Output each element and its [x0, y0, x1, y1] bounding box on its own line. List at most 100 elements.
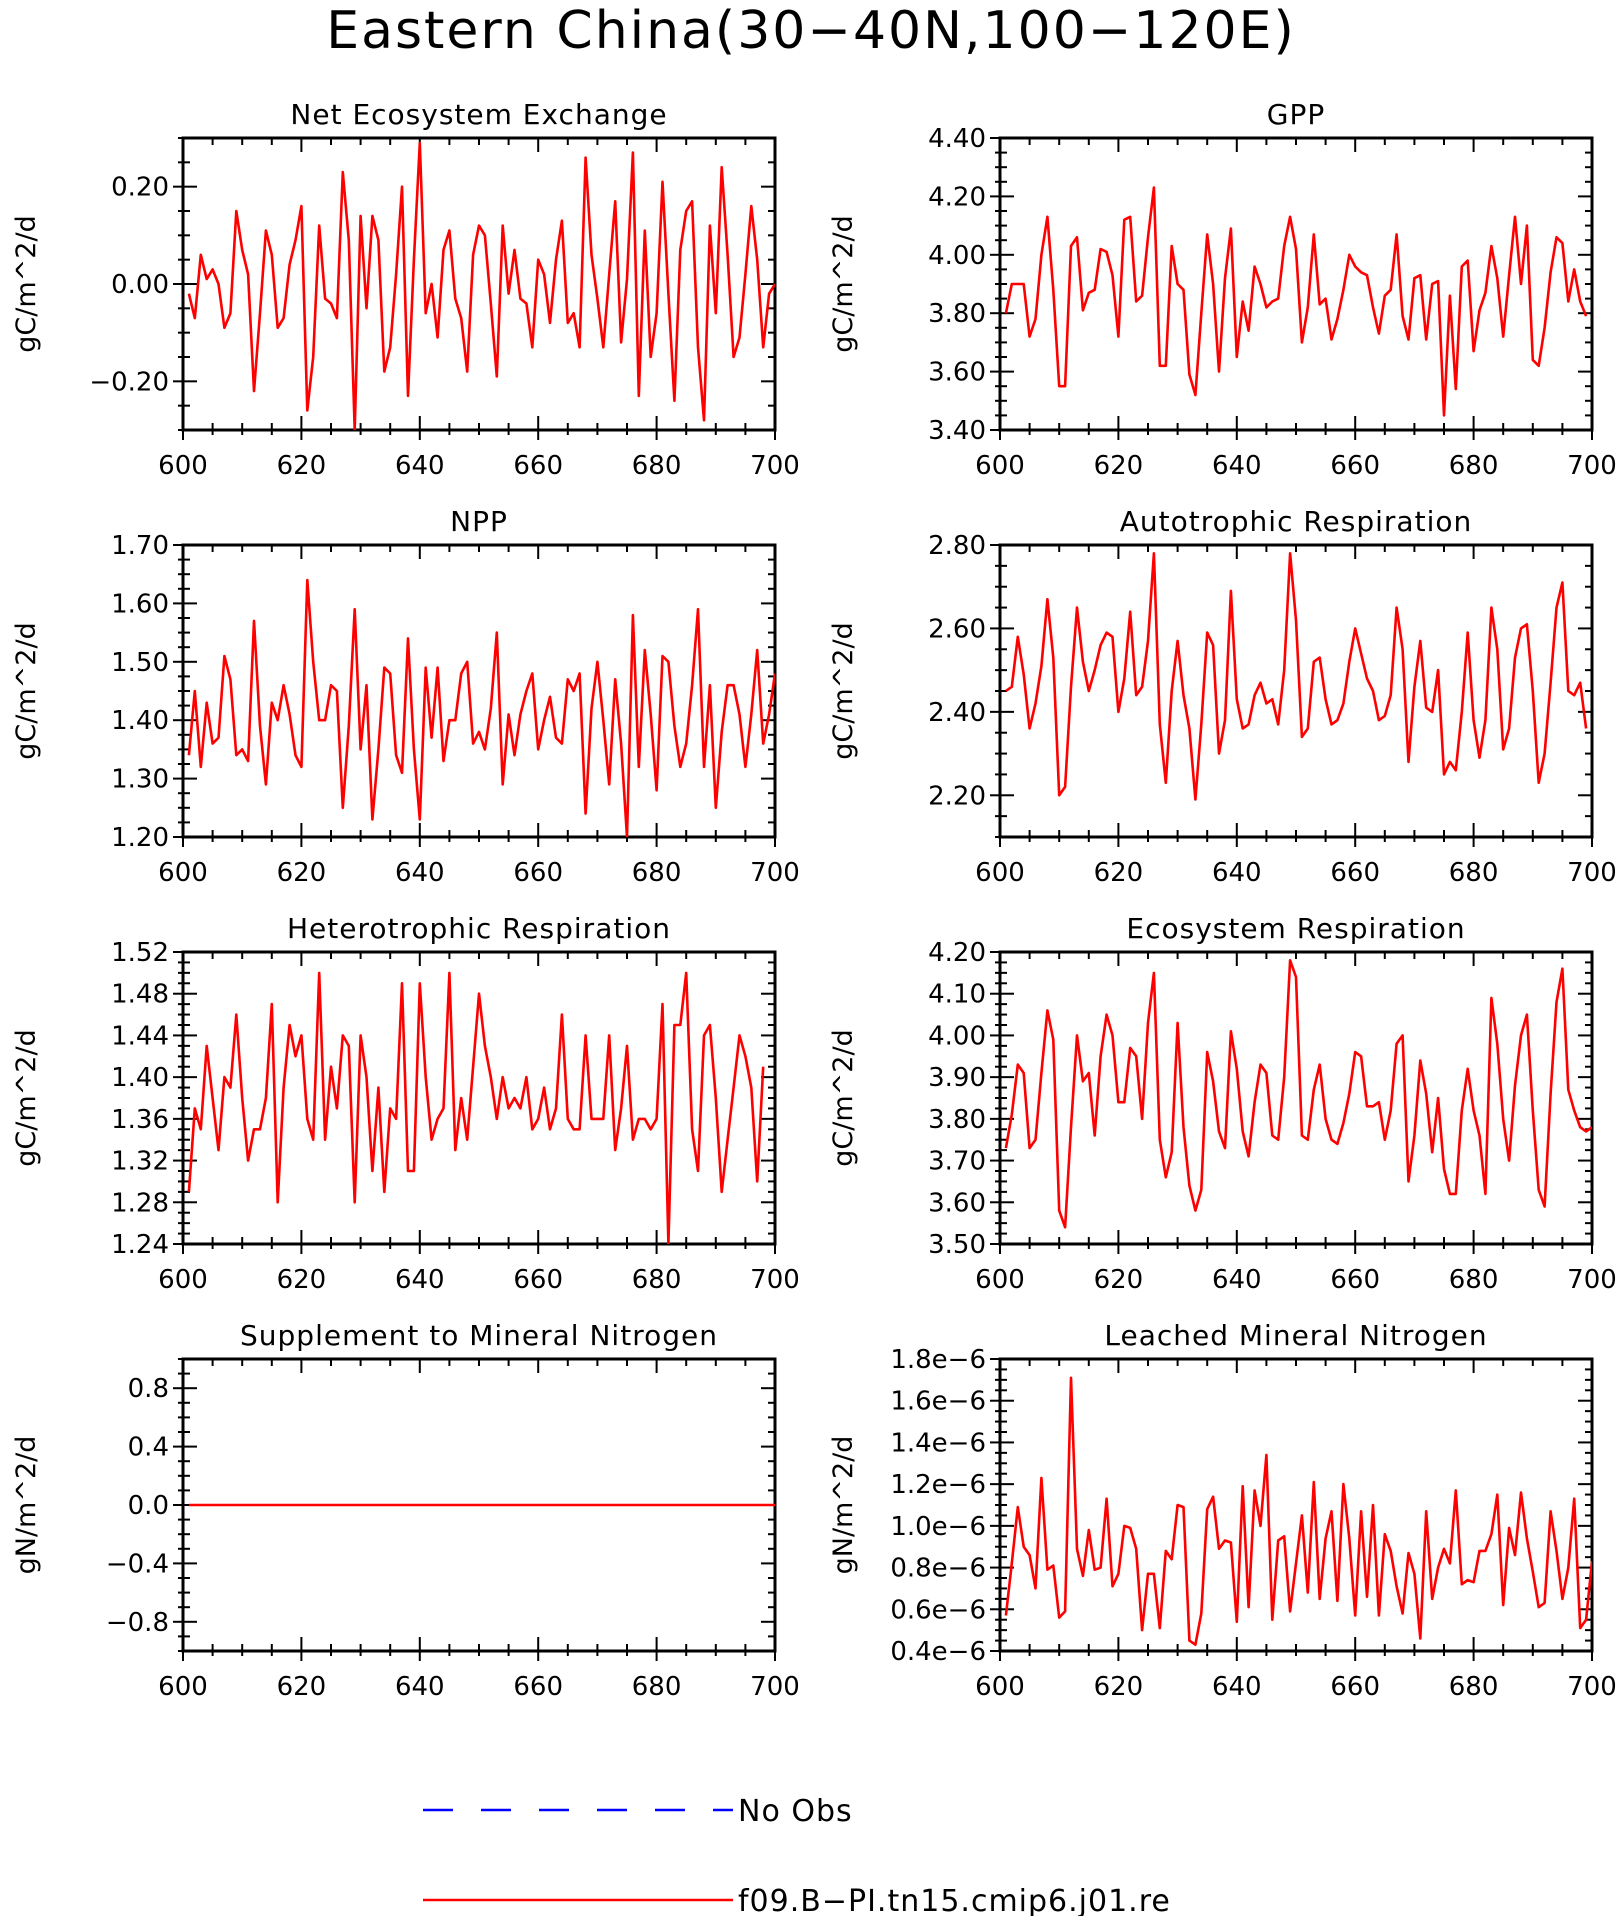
- legend: No Obs f09.B−PI.tn15.cmip6.j01.re: [423, 1794, 1171, 1916]
- panel-title: Net Ecosystem Exchange: [290, 98, 667, 131]
- series-line-1: [187, 578, 775, 837]
- y-tick-label: 1.6e−6: [890, 1387, 986, 1417]
- x-tick-label: 700: [750, 858, 800, 888]
- y-tick-label: 1.48: [111, 980, 169, 1010]
- panel-title: GPP: [1267, 98, 1325, 131]
- panels: Net Ecosystem Exchange gC/m^2/d 600 620 640 6…: [11, 98, 1617, 1702]
- x-tick-label: 640: [395, 451, 445, 481]
- x-tick-label: 680: [632, 858, 682, 888]
- legend-label-model-run: f09.B−PI.tn15.cmip6.j01.re: [738, 1884, 1171, 1916]
- y-tick-label: 3.80: [928, 299, 986, 329]
- y-axis-label: gN/m^2/d: [11, 1436, 42, 1575]
- y-tick-label: 1.50: [111, 648, 169, 678]
- y-tick-label: 4.00: [928, 1021, 986, 1051]
- y-tick-label: 4.40: [928, 124, 986, 154]
- x-tick-label: 700: [1567, 451, 1617, 481]
- x-tick-label: 640: [1212, 1672, 1262, 1702]
- series-line-1: [187, 141, 775, 430]
- x-tick-label: 680: [632, 451, 682, 481]
- x-tick-label: 620: [277, 1265, 327, 1295]
- y-tick-label: 2.40: [928, 698, 986, 728]
- y-tick-label: 0.20: [111, 173, 169, 203]
- x-tick-label: 680: [632, 1672, 682, 1702]
- x-tick-label: 600: [158, 1265, 208, 1295]
- y-tick-label: 0.0: [128, 1491, 169, 1521]
- x-tick-label: 680: [1449, 1265, 1499, 1295]
- x-tick-label: 640: [1212, 858, 1262, 888]
- panel-title: Ecosystem Respiration: [1126, 912, 1465, 945]
- y-tick-label: 0.8: [128, 1374, 169, 1404]
- y-tick-label: 1.32: [111, 1147, 169, 1177]
- y-tick-label: −0.8: [106, 1608, 169, 1638]
- plot-frame: [181, 543, 777, 839]
- y-tick-label: 1.28: [111, 1188, 169, 1218]
- x-tick-label: 660: [513, 451, 563, 481]
- y-tick-label: 1.2e−6: [890, 1470, 986, 1500]
- y-tick-label: 4.10: [928, 980, 986, 1010]
- y-tick-label: 1.52: [111, 938, 169, 968]
- y-tick-label: 1.40: [111, 706, 169, 736]
- panel-8: Leached Mineral Nitrogen gN/m^2/d 600 620 64…: [828, 1319, 1617, 1702]
- x-tick-label: 600: [975, 1265, 1025, 1295]
- x-tick-label: 600: [158, 1672, 208, 1702]
- x-tick-label: 600: [158, 858, 208, 888]
- y-axis-label: gN/m^2/d: [828, 1436, 859, 1575]
- y-axis-label: gC/m^2/d: [828, 215, 859, 352]
- y-axis-label: gC/m^2/d: [11, 622, 42, 759]
- figure-title: Eastern China(30−40N,100−120E): [326, 1, 1296, 61]
- y-tick-label: 1.4e−6: [890, 1428, 986, 1458]
- y-tick-label: 3.60: [928, 358, 986, 388]
- x-tick-label: 660: [1330, 1672, 1380, 1702]
- y-axis-label: gC/m^2/d: [11, 215, 42, 352]
- plot-frame: [181, 136, 777, 432]
- y-tick-label: 3.70: [928, 1147, 986, 1177]
- x-tick-label: 700: [750, 451, 800, 481]
- x-tick-label: 660: [513, 858, 563, 888]
- y-tick-label: 0.4e−6: [890, 1637, 986, 1667]
- y-tick-label: 4.20: [928, 182, 986, 212]
- panel-7: Supplement to Mineral Nitrogen gN/m^2/d 60…: [11, 1319, 800, 1702]
- x-tick-label: 660: [1330, 858, 1380, 888]
- x-tick-label: 700: [1567, 858, 1617, 888]
- x-tick-label: 600: [975, 1672, 1025, 1702]
- x-tick-label: 620: [1094, 1672, 1144, 1702]
- x-tick-label: 640: [395, 1672, 445, 1702]
- series-line-1: [1004, 958, 1592, 1229]
- x-tick-label: 640: [395, 1265, 445, 1295]
- x-tick-label: 680: [632, 1265, 682, 1295]
- x-tick-label: 660: [513, 1672, 563, 1702]
- panel-4: Autotrophic Respiration gC/m^2/d 600 620 640…: [828, 505, 1617, 888]
- panel-title: Autotrophic Respiration: [1120, 505, 1472, 538]
- y-tick-label: 1.30: [111, 765, 169, 795]
- x-tick-label: 620: [1094, 858, 1144, 888]
- x-tick-label: 600: [975, 858, 1025, 888]
- x-tick-label: 680: [1449, 451, 1499, 481]
- x-tick-label: 620: [277, 1672, 327, 1702]
- y-tick-label: 3.60: [928, 1188, 986, 1218]
- x-tick-label: 680: [1449, 858, 1499, 888]
- x-tick-label: 700: [1567, 1265, 1617, 1295]
- y-tick-label: 1.8e−6: [890, 1345, 986, 1375]
- panel-title: Supplement to Mineral Nitrogen: [240, 1319, 718, 1352]
- series-line-1: [1005, 551, 1588, 801]
- y-tick-label: 4.00: [928, 241, 986, 271]
- y-tick-label: 3.40: [928, 416, 986, 446]
- y-tick-label: 1.20: [111, 823, 169, 853]
- y-tick-label: 2.60: [928, 614, 986, 644]
- panel-5: Heterotrophic Respiration gC/m^2/d 600 620 6…: [11, 912, 800, 1295]
- y-axis-label: gC/m^2/d: [11, 1029, 42, 1166]
- x-tick-label: 640: [1212, 451, 1262, 481]
- y-tick-label: 1.36: [111, 1105, 169, 1135]
- legend-label-no-obs: No Obs: [738, 1794, 853, 1829]
- x-tick-label: 620: [1094, 1265, 1144, 1295]
- y-tick-label: 3.90: [928, 1063, 986, 1093]
- x-tick-label: 700: [1567, 1672, 1617, 1702]
- y-tick-label: 0.4: [128, 1433, 169, 1463]
- x-tick-label: 620: [277, 858, 327, 888]
- x-tick-label: 620: [1094, 451, 1144, 481]
- y-tick-label: 1.24: [111, 1230, 169, 1260]
- y-tick-label: 0.8e−6: [890, 1554, 986, 1584]
- panel-1: Net Ecosystem Exchange gC/m^2/d 600 620 640 6…: [11, 98, 800, 481]
- x-tick-label: 600: [975, 451, 1025, 481]
